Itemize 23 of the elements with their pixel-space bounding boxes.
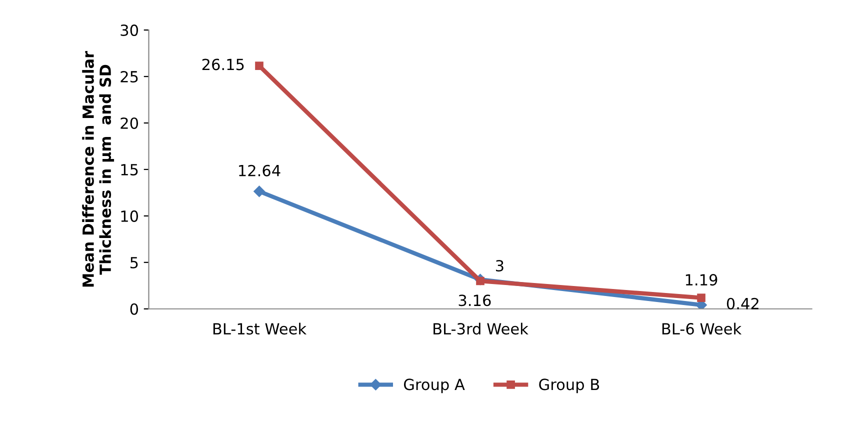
point: [476, 276, 484, 286]
legend-label: Group B: [539, 378, 600, 394]
y-tick-label: 20: [120, 117, 138, 129]
y-tick-label: 15: [121, 164, 138, 176]
data-label: 12.64: [239, 164, 280, 176]
y-axis-title: Mean Difference in Macular Thickness in µm and SD: [82, 50, 114, 287]
data-label: 3: [496, 260, 504, 272]
point: [254, 186, 265, 197]
data-label: 3.16: [458, 294, 491, 306]
point: [697, 294, 706, 302]
y-tick-label: 10: [121, 210, 138, 222]
data-label: 0.42: [726, 298, 758, 310]
data-label: 26.15: [202, 58, 244, 70]
x-tick-label: BL-3rd Week: [434, 322, 528, 335]
y-tick-label: 0: [130, 303, 138, 315]
data-label: 1.19: [686, 274, 718, 286]
y-tick-label: 5: [130, 257, 138, 268]
legend-label: Group A: [404, 378, 465, 394]
x-tick-label: BL-1st Week: [213, 322, 307, 335]
y-tick-label: 30: [120, 24, 138, 36]
x-tick-label: BL-6 Week: [662, 322, 742, 335]
point: [255, 62, 264, 70]
y-tick-label: 25: [120, 70, 138, 83]
